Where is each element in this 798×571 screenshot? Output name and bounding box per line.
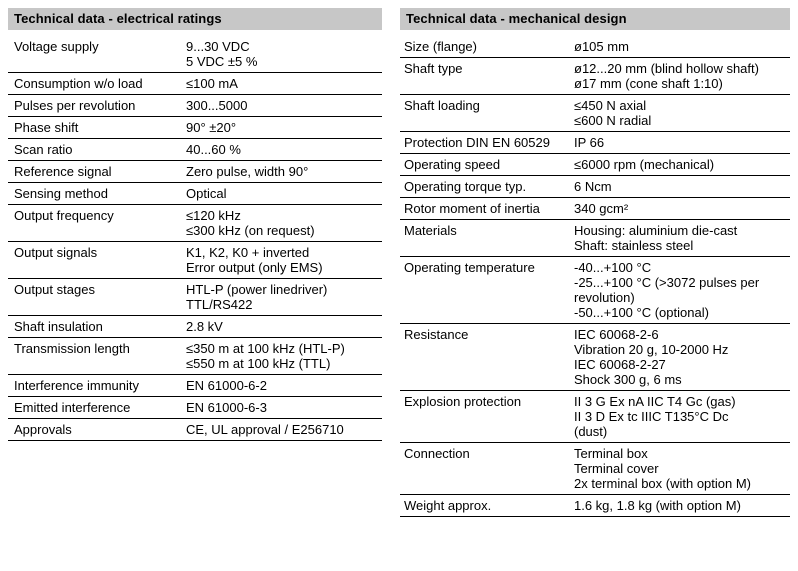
- table-row: Materials Housing: aluminium die-cast Sh…: [400, 220, 790, 257]
- table-row: Consumption w/o load ≤100 mA: [8, 73, 382, 95]
- table-row: Operating speed ≤6000 rpm (mechanical): [400, 154, 790, 176]
- spec-label: Materials: [404, 223, 457, 238]
- spec-label: Operating temperature: [404, 260, 535, 275]
- mechanical-table-rows: Size (flange) ø105 mm Shaft type ø12...2…: [400, 30, 790, 517]
- spec-value: -40...+100 °C -25...+100 °C (>3072 pulse…: [574, 260, 760, 320]
- spec-value: ≤450 N axial ≤600 N radial: [574, 98, 652, 128]
- table-row: Explosion protection II 3 G Ex nA IIC T4…: [400, 391, 790, 443]
- spec-label: Approvals: [14, 422, 72, 437]
- table-row: Interference immunity EN 61000-6-2: [8, 375, 382, 397]
- spec-value: EN 61000-6-3: [186, 400, 267, 415]
- spec-label: Operating speed: [404, 157, 501, 172]
- spec-value: 300...5000: [186, 98, 248, 113]
- spec-label: Shaft insulation: [14, 319, 103, 334]
- spec-label: Transmission length: [14, 341, 130, 356]
- spec-label: Emitted interference: [14, 400, 131, 415]
- table-row: Approvals CE, UL approval / E256710: [8, 419, 382, 441]
- spec-label: Interference immunity: [14, 378, 139, 393]
- spec-value: K1, K2, K0 + inverted Error output (only…: [186, 245, 323, 275]
- table-row: Rotor moment of inertia 340 gcm²: [400, 198, 790, 220]
- spec-label: Consumption w/o load: [14, 76, 143, 91]
- spec-label: Phase shift: [14, 120, 79, 135]
- table-row: Protection DIN EN 60529 IP 66: [400, 132, 790, 154]
- spec-value: EN 61000-6-2: [186, 378, 267, 393]
- spec-label: Reference signal: [14, 164, 112, 179]
- spec-value: CE, UL approval / E256710: [186, 422, 344, 437]
- spec-label: Output frequency: [14, 208, 114, 223]
- table-row: Connection Terminal box Terminal cover 2…: [400, 443, 790, 495]
- table-row: Operating temperature -40...+100 °C -25.…: [400, 257, 790, 324]
- table-row: Output stages HTL-P (power linedriver) T…: [8, 279, 382, 316]
- spec-label: Protection DIN EN 60529: [404, 135, 550, 150]
- table-row: Shaft loading ≤450 N axial ≤600 N radial: [400, 95, 790, 132]
- table-row: Sensing method Optical: [8, 183, 382, 205]
- spec-label: Weight approx.: [404, 498, 492, 513]
- spec-label: Connection: [404, 446, 470, 461]
- electrical-table-title: Technical data - electrical ratings: [8, 8, 382, 30]
- table-row: Emitted interference EN 61000-6-3: [8, 397, 382, 419]
- spec-value: 1.6 kg, 1.8 kg (with option M): [574, 498, 741, 513]
- table-row: Output frequency ≤120 kHz ≤300 kHz (on r…: [8, 205, 382, 242]
- spec-label: Operating torque typ.: [404, 179, 527, 194]
- table-row: Scan ratio 40...60 %: [8, 139, 382, 161]
- table-row: Reference signal Zero pulse, width 90°: [8, 161, 382, 183]
- spec-value: ≤6000 rpm (mechanical): [574, 157, 715, 172]
- electrical-table-rows: Voltage supply 9...30 VDC 5 VDC ±5 % Con…: [8, 30, 382, 441]
- table-row: Output signals K1, K2, K0 + inverted Err…: [8, 242, 382, 279]
- table-row: Pulses per revolution 300...5000: [8, 95, 382, 117]
- spec-label: Size (flange): [404, 39, 477, 54]
- spec-value: 9...30 VDC 5 VDC ±5 %: [186, 39, 258, 69]
- table-row: Voltage supply 9...30 VDC 5 VDC ±5 %: [8, 36, 382, 73]
- spec-value: 6 Ncm: [574, 179, 612, 194]
- spec-value: ≤100 mA: [186, 76, 238, 91]
- spec-value: 2.8 kV: [186, 319, 223, 334]
- table-row: Resistance IEC 60068-2-6 Vibration 20 g,…: [400, 324, 790, 391]
- spec-label: Resistance: [404, 327, 469, 342]
- spec-label: Scan ratio: [14, 142, 73, 157]
- spec-value: 40...60 %: [186, 142, 241, 157]
- spec-value: ≤350 m at 100 kHz (HTL-P) ≤550 m at 100 …: [186, 341, 345, 371]
- mechanical-design-table: Technical data - mechanical design Size …: [400, 8, 790, 517]
- table-row: Size (flange) ø105 mm: [400, 36, 790, 58]
- spec-value: HTL-P (power linedriver) TTL/RS422: [186, 282, 328, 312]
- spec-value: IEC 60068-2-6 Vibration 20 g, 10-2000 Hz…: [574, 327, 729, 387]
- mechanical-table-title: Technical data - mechanical design: [400, 8, 790, 30]
- spec-label: Shaft type: [404, 61, 463, 76]
- table-row: Transmission length ≤350 m at 100 kHz (H…: [8, 338, 382, 375]
- spec-value: Housing: aluminium die-cast Shaft: stain…: [574, 223, 738, 253]
- spec-label: Shaft loading: [404, 98, 480, 113]
- spec-value: ≤120 kHz ≤300 kHz (on request): [186, 208, 315, 238]
- spec-label: Rotor moment of inertia: [404, 201, 540, 216]
- table-row: Shaft insulation 2.8 kV: [8, 316, 382, 338]
- spec-label: Output signals: [14, 245, 98, 260]
- spec-label: Sensing method: [14, 186, 108, 201]
- spec-value: 340 gcm²: [574, 201, 629, 216]
- table-row: Shaft type ø12...20 mm (blind hollow sha…: [400, 58, 790, 95]
- table-row: Weight approx. 1.6 kg, 1.8 kg (with opti…: [400, 495, 790, 517]
- spec-value: Zero pulse, width 90°: [186, 164, 309, 179]
- spec-value: II 3 G Ex nA IIC T4 Gc (gas) II 3 D Ex t…: [574, 394, 736, 439]
- spec-value: Terminal box Terminal cover 2x terminal …: [574, 446, 752, 491]
- electrical-ratings-table: Technical data - electrical ratings Volt…: [8, 8, 382, 441]
- spec-value: Optical: [186, 186, 227, 201]
- spec-value: 90° ±20°: [186, 120, 237, 135]
- table-row: Phase shift 90° ±20°: [8, 117, 382, 139]
- spec-value: IP 66: [574, 135, 605, 150]
- spec-label: Voltage supply: [14, 39, 99, 54]
- spec-value: ø12...20 mm (blind hollow shaft) ø17 mm …: [574, 61, 759, 91]
- spec-label: Explosion protection: [404, 394, 522, 409]
- spec-label: Output stages: [14, 282, 95, 297]
- spec-value: ø105 mm: [574, 39, 629, 54]
- spec-label: Pulses per revolution: [14, 98, 136, 113]
- table-row: Operating torque typ. 6 Ncm: [400, 176, 790, 198]
